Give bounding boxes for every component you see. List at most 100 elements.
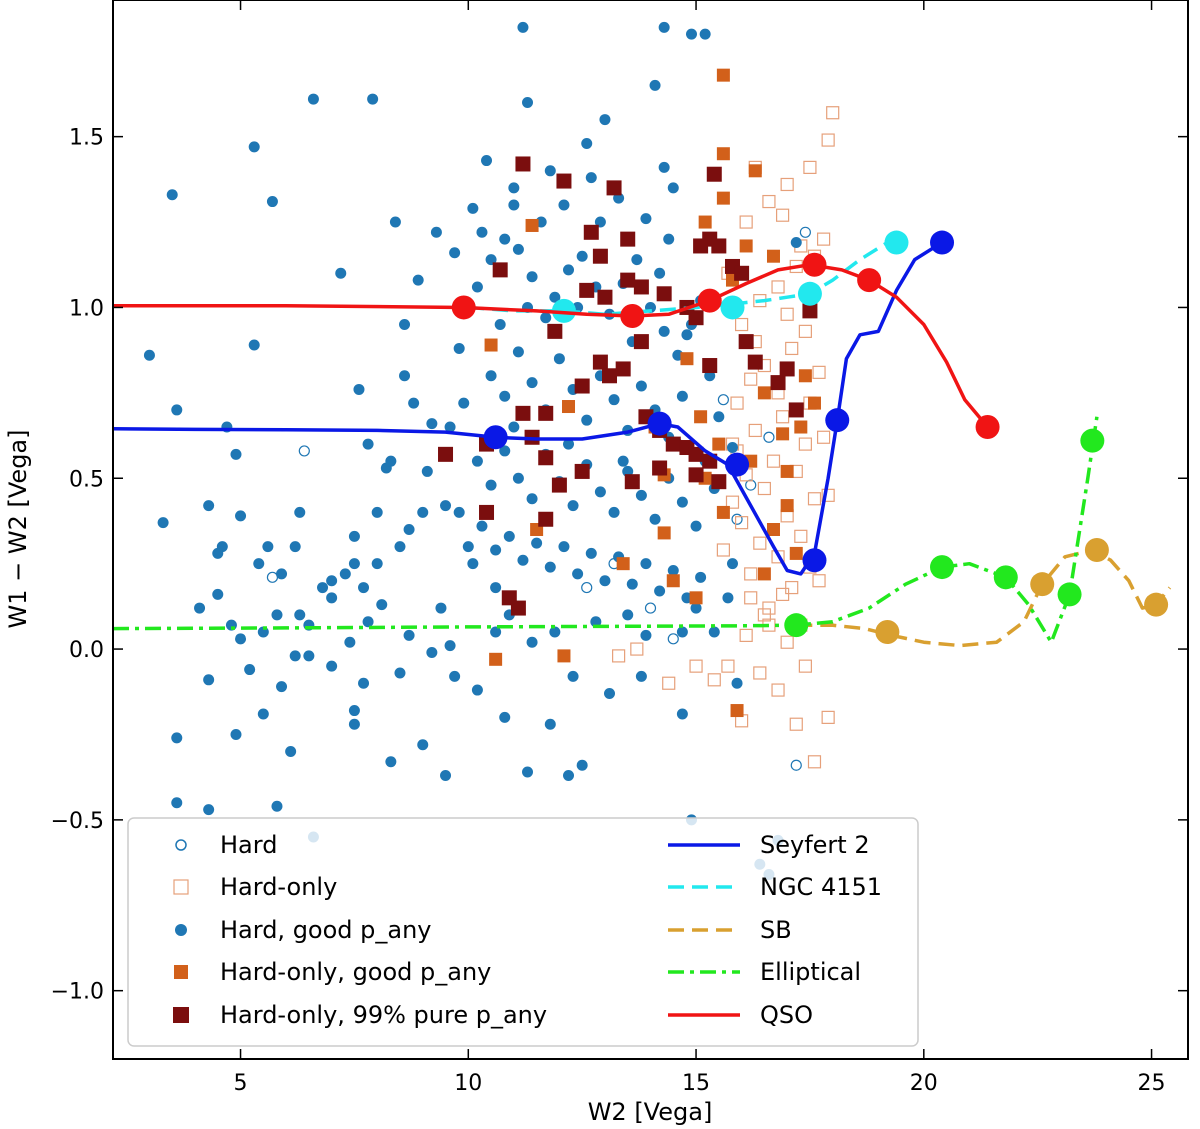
data-point: [203, 500, 215, 512]
data-point: [635, 670, 647, 682]
data-point: [485, 479, 497, 491]
data-point: [592, 248, 608, 264]
data-point: [394, 541, 406, 553]
data-point: [563, 438, 575, 450]
data-point: [717, 394, 729, 406]
data-point: [688, 446, 704, 462]
data-point: [676, 390, 688, 402]
legend-symbol-hard: [175, 839, 187, 851]
data-point: [544, 165, 556, 177]
y-tick-label-0.5: 0.5: [69, 467, 104, 492]
line-marker: [930, 230, 955, 255]
data-point: [353, 383, 365, 395]
data-point: [757, 481, 771, 496]
data-point: [617, 455, 629, 467]
data-point: [731, 513, 743, 525]
data-point: [624, 474, 640, 490]
x-axis-title: W2 [Vega]: [588, 1098, 713, 1126]
data-point: [462, 541, 474, 553]
line-marker: [797, 281, 822, 306]
data-point: [585, 172, 597, 184]
line-qso: [113, 252, 1000, 440]
data-point: [693, 238, 709, 254]
line-marker: [697, 288, 722, 313]
data-point: [435, 602, 447, 614]
data-point: [745, 479, 757, 491]
data-point: [563, 264, 575, 276]
data-point: [681, 329, 693, 341]
line-marker: [725, 452, 750, 477]
y-tick-label-1.5: 1.5: [69, 126, 104, 151]
data-point: [426, 646, 438, 658]
data-point: [371, 558, 383, 570]
line-marker: [1144, 592, 1169, 617]
data-point: [716, 68, 730, 82]
y-axis-title: W1 − W2 [Vega]: [4, 430, 32, 629]
data-point: [706, 166, 722, 182]
data-point: [612, 649, 626, 663]
data-point: [708, 626, 720, 638]
data-point: [556, 173, 572, 189]
data-point: [510, 600, 526, 616]
data-point: [508, 182, 520, 194]
x-tick-label-10: 10: [454, 1071, 482, 1096]
data-point: [503, 530, 515, 542]
line-path: [113, 416, 1099, 644]
data-point: [665, 436, 681, 452]
data-point: [212, 588, 224, 600]
line-marker: [1084, 537, 1109, 562]
data-point: [762, 194, 776, 209]
data-point: [635, 380, 647, 392]
data-point: [807, 755, 822, 769]
data-point: [816, 430, 831, 444]
data-point: [620, 272, 636, 288]
data-point: [348, 705, 360, 717]
data-point: [667, 564, 679, 576]
data-point: [581, 414, 593, 426]
data-point: [522, 96, 534, 108]
data-point: [631, 254, 643, 266]
data-point: [515, 405, 531, 421]
data-point: [816, 232, 831, 246]
x-tick-label-20: 20: [910, 1071, 938, 1096]
data-point: [775, 410, 790, 424]
line-marker: [551, 298, 576, 323]
data-point: [481, 155, 493, 167]
data-point: [776, 427, 790, 441]
data-point: [599, 575, 611, 587]
data-point: [522, 766, 534, 778]
data-point: [616, 557, 630, 571]
data-point: [307, 93, 319, 105]
line-marker: [647, 411, 672, 436]
data-point: [658, 21, 670, 33]
data-point: [663, 233, 675, 245]
legend-label-seyfert2: Seyfert 2: [760, 831, 870, 859]
y-tick-label-m0.5: −0.5: [51, 809, 104, 834]
data-point: [644, 602, 657, 614]
data-point: [654, 585, 666, 597]
data-point: [688, 310, 704, 326]
data-point: [294, 506, 306, 518]
data-point: [790, 237, 802, 249]
legend: Hard Hard-only Hard, good p_any Hard-onl…: [127, 817, 919, 1047]
line-sb: [796, 537, 1172, 648]
data-point: [766, 454, 781, 468]
data-point: [367, 93, 379, 105]
data-point: [667, 633, 679, 645]
data-point: [812, 574, 826, 588]
data-point: [725, 495, 740, 509]
data-point: [730, 396, 744, 410]
data-point: [716, 191, 730, 205]
data-point: [471, 684, 483, 696]
data-point: [657, 526, 671, 540]
data-point: [812, 365, 826, 379]
data-point: [385, 756, 397, 768]
data-point: [699, 28, 711, 40]
data-point: [567, 670, 579, 682]
data-point: [716, 543, 730, 557]
data-point: [716, 505, 730, 519]
line-marker: [930, 555, 955, 580]
data-point: [303, 650, 315, 662]
data-point: [702, 358, 718, 374]
line-marker: [720, 295, 745, 320]
